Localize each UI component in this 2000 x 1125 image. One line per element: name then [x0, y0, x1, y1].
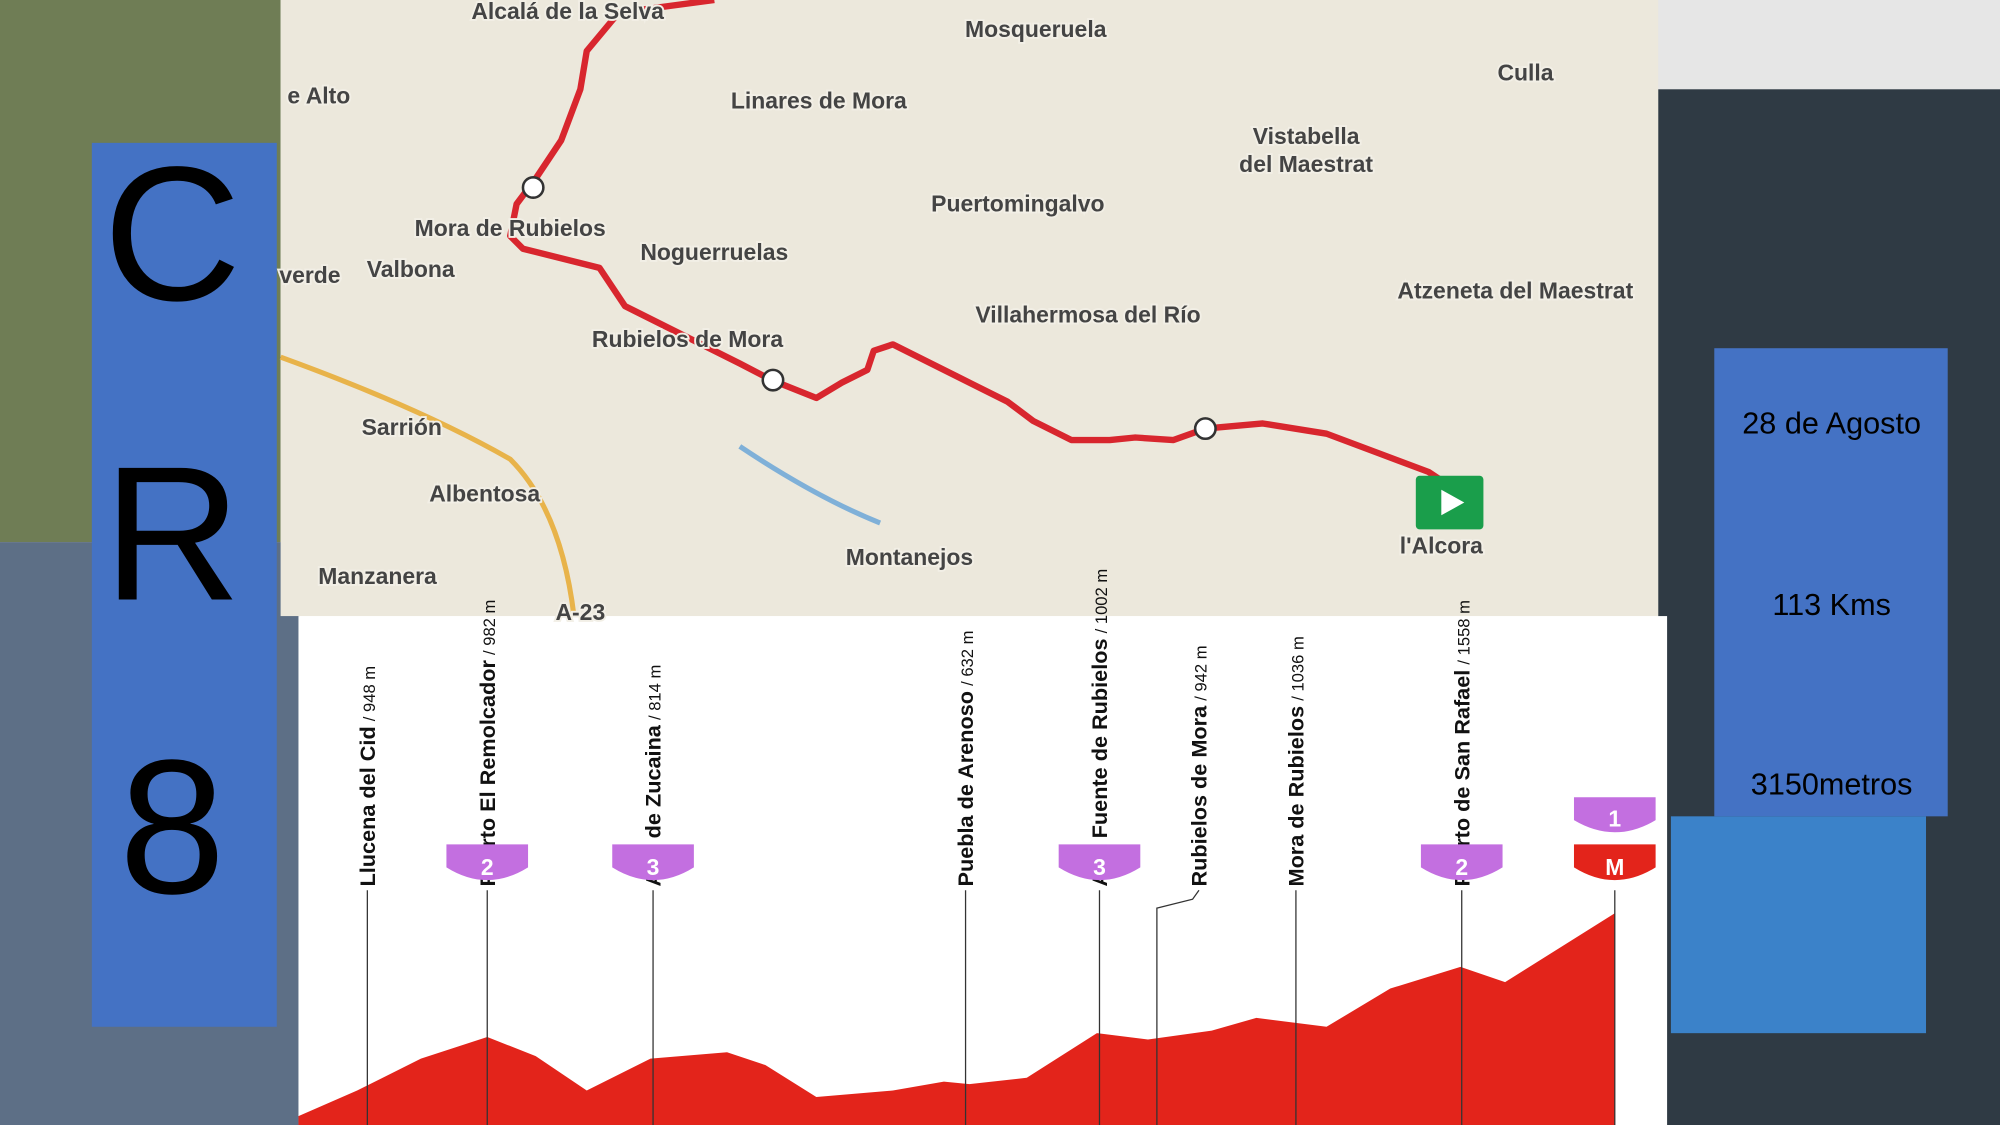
info-line: 3150metros	[1751, 768, 1913, 802]
finish-letter: M	[1605, 854, 1624, 880]
info-panel	[1714, 348, 1948, 817]
map-label: Manzanera	[318, 563, 437, 589]
climb-elevation: / 814 m	[646, 665, 665, 720]
climb-elevation: / 982 m	[480, 600, 499, 655]
climb-label: Mora de Rubielos / 1036 m	[1284, 636, 1309, 886]
map-label: Atzeneta del Maestrat	[1397, 277, 1633, 303]
category-number: 2	[1455, 854, 1468, 880]
map-label: Villahermosa del Río	[975, 302, 1200, 328]
route-code-panel	[91, 142, 277, 1027]
climb-name: Llucena del Cid	[355, 726, 380, 886]
photo-jersey	[1670, 816, 1927, 1034]
map-label: Puertomingalvo	[931, 191, 1104, 217]
start-icon	[1441, 489, 1465, 516]
finish-badge	[1573, 844, 1656, 881]
climb-elevation: / 1558 m	[1454, 600, 1473, 665]
climb-label: Puebla de Arenoso / 632 m	[953, 631, 978, 887]
climb-line	[1156, 889, 1200, 1125]
climb-label: Llucena del Cid / 948 m	[355, 666, 380, 887]
waypoint	[1193, 417, 1217, 441]
climb-name: Puebla de Arenoso	[953, 691, 978, 887]
climb-label: Rubielos de Mora / 942 m	[1187, 645, 1212, 886]
map-label: Mosqueruela	[965, 16, 1107, 42]
map-label: Mora de Rubielos	[415, 215, 606, 241]
category-number: 3	[1093, 854, 1106, 880]
category-badge	[612, 844, 694, 881]
category-number: 3	[647, 854, 660, 880]
map-label: Sarrión	[362, 414, 442, 440]
map-label: e Alto	[287, 82, 350, 108]
map-label: Culla	[1497, 59, 1553, 85]
map-label: Vistabella	[1253, 123, 1360, 149]
climb-elevation: / 632 m	[958, 631, 977, 686]
map-label: Rubielos de Mora	[592, 326, 783, 352]
category-badge	[1058, 844, 1141, 881]
profile-area	[298, 913, 1615, 1125]
climb-elevation: / 948 m	[360, 666, 379, 721]
category-badge	[1420, 844, 1503, 881]
climb-elevation: / 1036 m	[1289, 636, 1308, 701]
map-label: Alcalá de la Selva	[471, 0, 664, 24]
map-label: Albentosa	[429, 480, 540, 506]
climb-name: Rubielos de Mora	[1187, 705, 1212, 887]
map-label: Noguerruelas	[640, 239, 788, 265]
route-code-letter: C	[103, 127, 241, 341]
map-label: Linares de Mora	[731, 87, 907, 113]
climb-elevation: / 1002 m	[1092, 569, 1111, 634]
waypoint	[521, 176, 545, 199]
route-code-letter: 8	[119, 720, 225, 934]
category-badge	[1573, 797, 1656, 833]
waypoint	[761, 368, 785, 392]
route-code-letter: R	[103, 426, 241, 640]
map-label: Valbona	[367, 256, 455, 282]
map-label: A-23	[555, 599, 605, 625]
climb-elevation: / 942 m	[1192, 645, 1211, 700]
map-label: del Maestrat	[1239, 151, 1373, 177]
map-label: Montanejos	[846, 544, 973, 570]
climb-name: Mora de Rubielos	[1284, 706, 1309, 887]
road	[279, 354, 577, 617]
info-line: 113 Kms	[1772, 588, 1891, 622]
category-number: 1	[1608, 806, 1621, 832]
category-badge	[446, 844, 529, 881]
river	[738, 444, 882, 526]
map-label: l'Alcora	[1400, 533, 1483, 559]
category-number: 2	[481, 854, 494, 880]
map-label: verde	[279, 262, 340, 288]
info-line: 28 de Agosto	[1742, 407, 1921, 441]
